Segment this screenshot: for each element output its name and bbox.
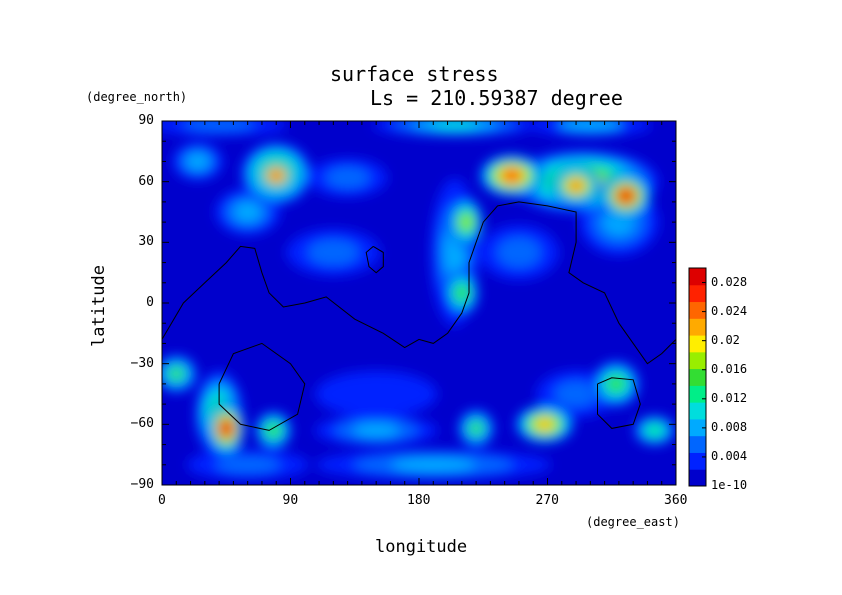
stress-patch [557, 121, 623, 133]
y-tick-label: 90 [138, 113, 154, 128]
colorbar-segment [689, 402, 706, 420]
colorbar-segment [689, 452, 706, 470]
chart-title: surface stress [330, 62, 499, 86]
colorbar-segment [689, 418, 706, 437]
colorbar-segment [689, 301, 706, 319]
stress-patch [215, 455, 281, 474]
colorbar-tick-label: 0.004 [711, 448, 748, 463]
stress-patch [325, 166, 370, 189]
coastline-contours [162, 201, 676, 431]
y-tick-label: −30 [130, 355, 154, 371]
colorbar-tick-label: 0.02 [711, 332, 740, 347]
colorbar-tick-label: 1e-10 [711, 478, 748, 492]
x-tick-label: 360 [664, 493, 688, 508]
colorbar-tick-label: 0.012 [711, 390, 748, 405]
y-unit-label: (degree_north) [86, 90, 188, 104]
y-tick-label: 30 [138, 234, 154, 250]
colorbar [688, 267, 707, 487]
y-axis-label: latitude [88, 265, 109, 347]
stress-patch [315, 370, 438, 418]
stress-patch [469, 422, 483, 435]
colorbar-tick-label: 0.016 [711, 361, 748, 376]
colorbar-segment [689, 385, 706, 403]
x-tick-label: 90 [282, 493, 299, 508]
stress-patch [460, 215, 472, 229]
stress-patch [455, 286, 468, 300]
y-tick-label: 0 [146, 295, 154, 310]
colorbar-border [688, 267, 707, 487]
coastline-contour [597, 377, 641, 429]
x-tick-label: 270 [535, 493, 559, 508]
stress-patch [647, 424, 663, 436]
stress-patch [182, 121, 256, 133]
stress-patch [497, 237, 541, 268]
colorbar-tick-label: 0.008 [711, 419, 748, 434]
stress-patch [570, 181, 583, 191]
coastline-contour [365, 245, 384, 274]
heatmap-field [162, 121, 676, 485]
stress-patch [168, 367, 184, 381]
stress-patch [391, 457, 476, 472]
plot-frame [161, 120, 677, 486]
stress-patch [266, 424, 280, 437]
x-axis-label: longitude [375, 537, 468, 557]
colorbar-segment [689, 335, 706, 353]
y-tick-label: 60 [138, 173, 154, 189]
stress-patch [608, 377, 624, 391]
stress-patch [431, 121, 479, 131]
coastline-contour [162, 201, 676, 365]
stress-patch [537, 419, 552, 430]
colorbar-segment [689, 368, 706, 386]
stress-patch [270, 171, 282, 180]
coastline-contour [218, 342, 306, 431]
colorbar-segment [689, 268, 706, 286]
colorbar-segment [689, 284, 706, 303]
stress-patch [186, 153, 209, 170]
x-unit-label: (degree_east) [586, 515, 680, 529]
stress-patch [234, 202, 262, 222]
colorbar-segment [689, 351, 706, 370]
colorbar-segment [689, 469, 706, 487]
x-tick-label: 180 [407, 493, 431, 508]
y-tick-label: −90 [130, 477, 154, 492]
stress-patch [505, 170, 519, 181]
colorbar-segment [689, 318, 706, 336]
stress-patch [220, 423, 232, 434]
chart-subtitle: Ls = 210.59387 degree [370, 86, 623, 110]
colorbar-tick-label: 0.024 [711, 303, 748, 318]
stress-patch [554, 380, 598, 408]
stress-patch [307, 239, 359, 266]
stress-patch [620, 190, 632, 201]
colorbar-tick-label: 0.028 [711, 274, 748, 289]
colorbar-segment [689, 435, 706, 453]
x-tick-label: 0 [158, 493, 166, 508]
stress-patch [353, 423, 400, 438]
y-tick-label: −60 [130, 416, 154, 432]
